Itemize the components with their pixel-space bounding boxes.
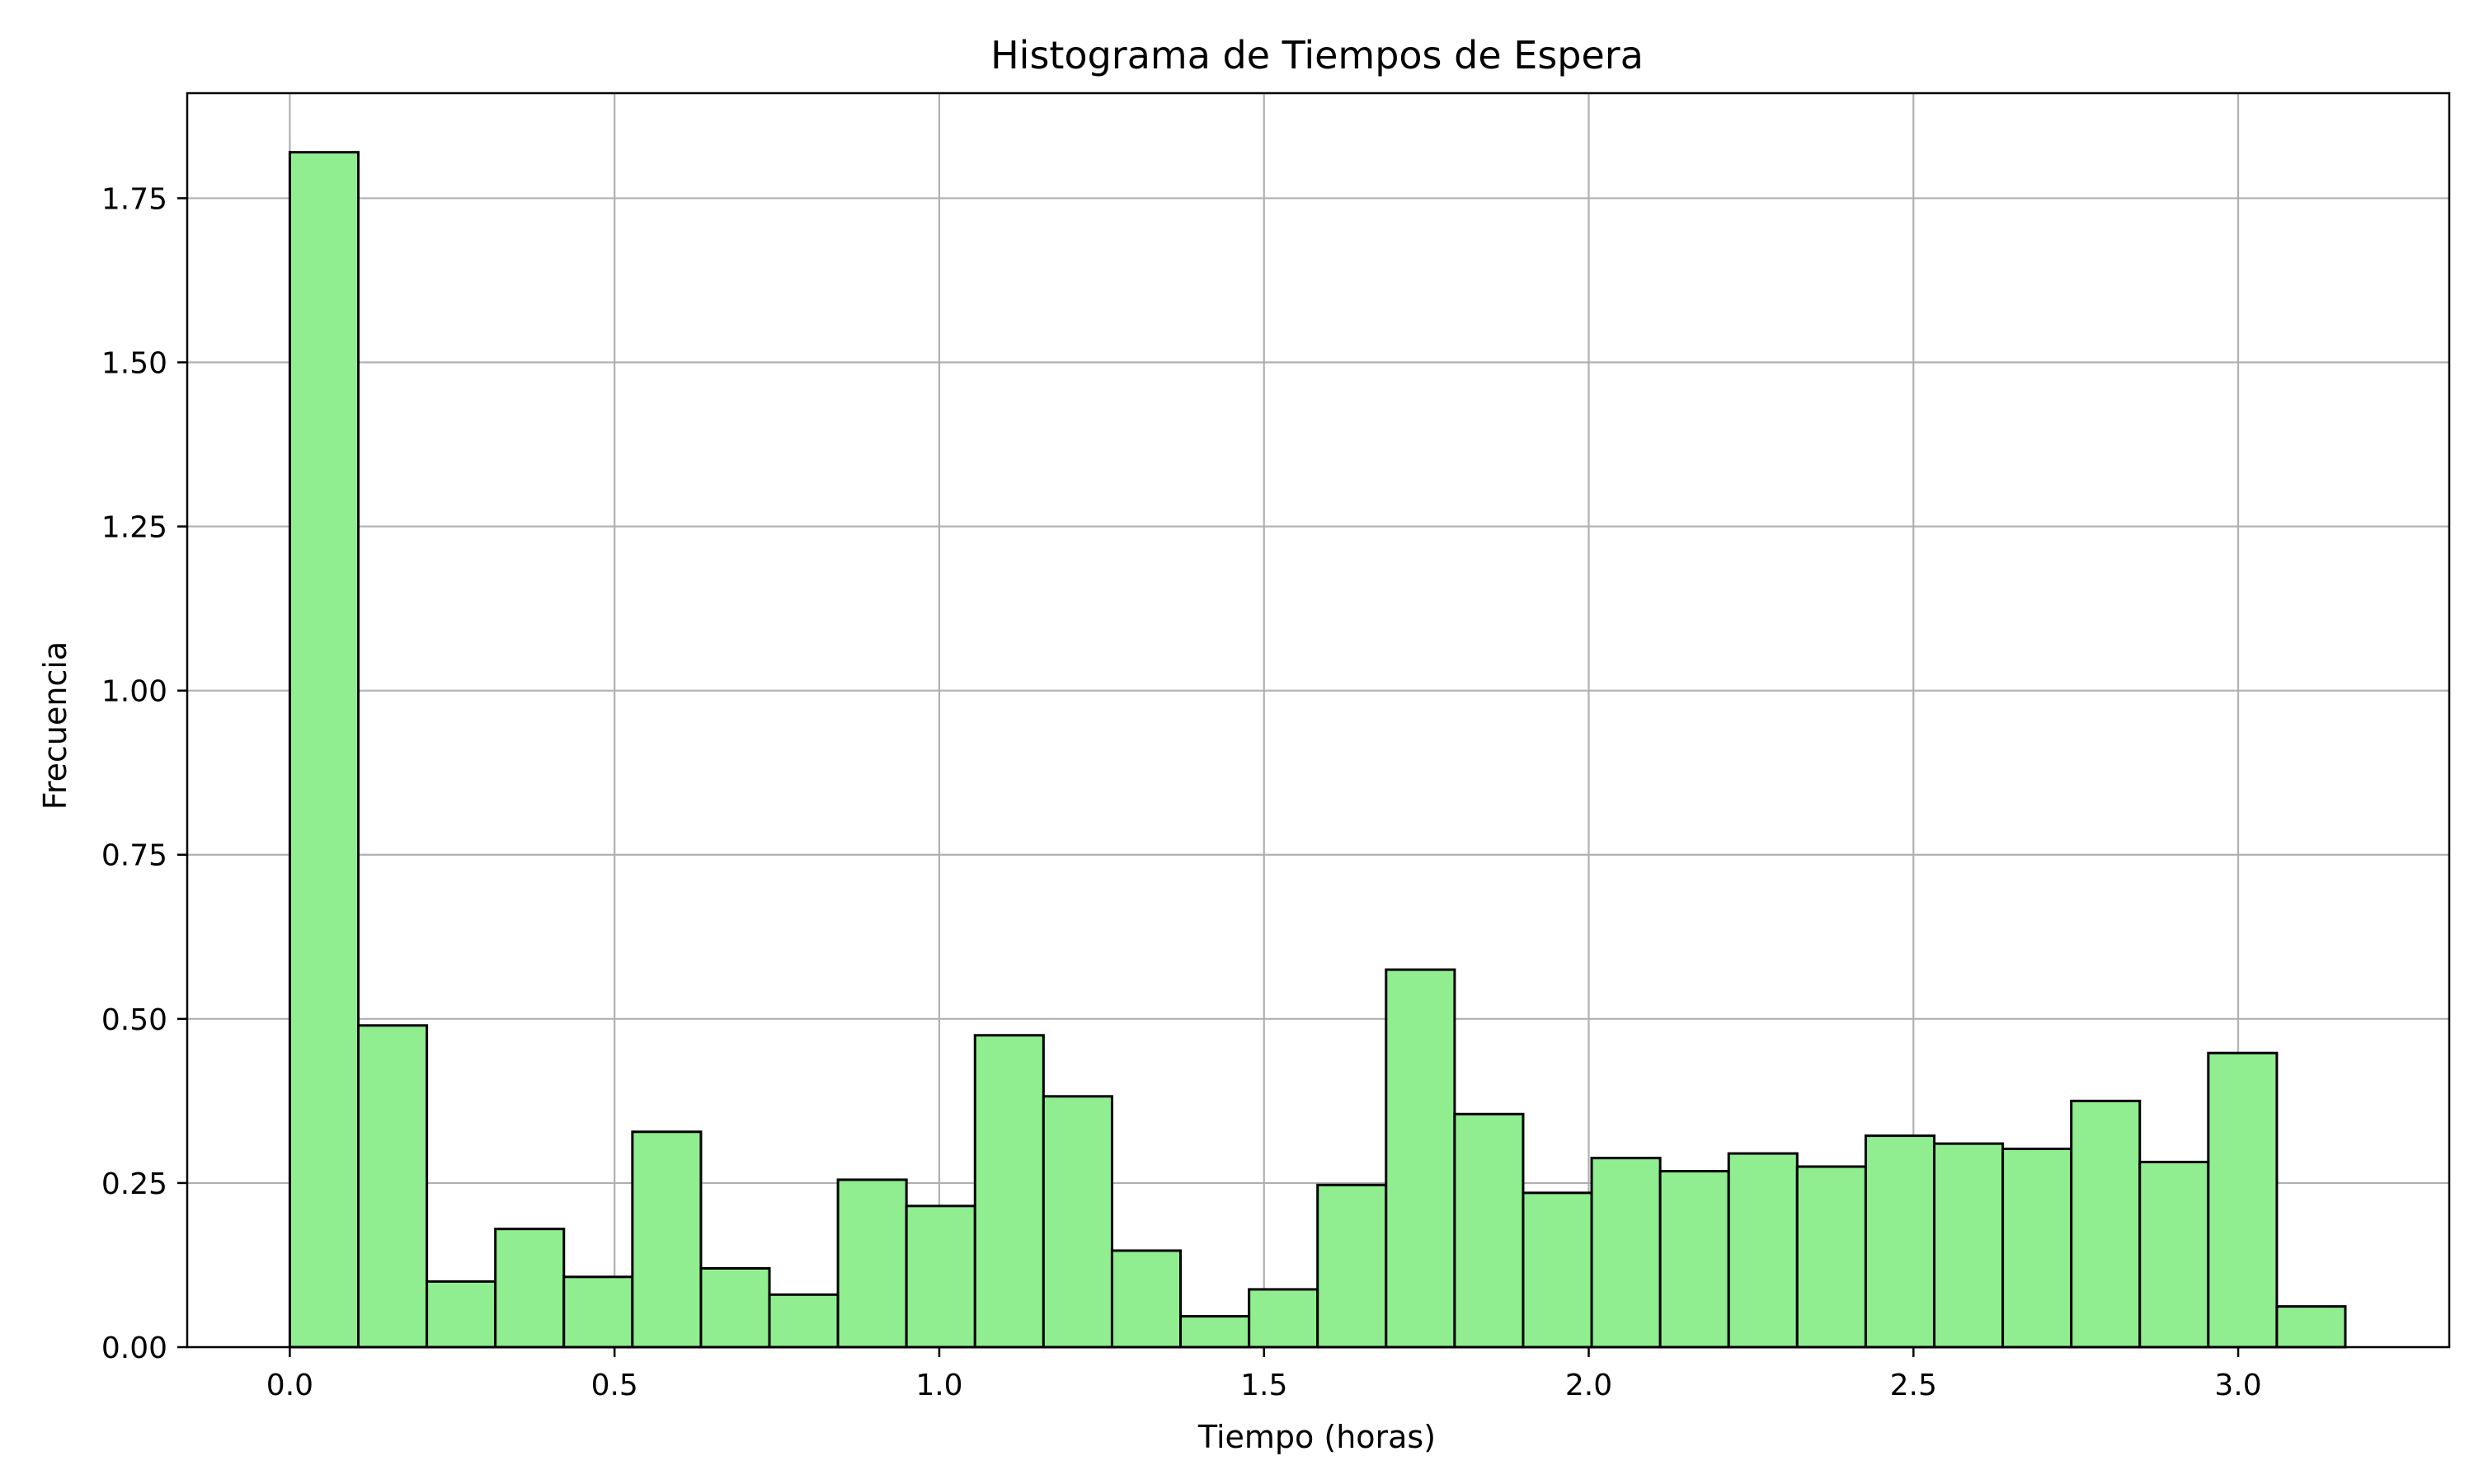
histogram-bar: [836, 1178, 908, 1349]
histogram-bar: [1453, 1112, 1525, 1349]
histogram-bar: [2275, 1305, 2347, 1349]
x-tick-label: 0.0: [266, 1369, 313, 1402]
y-tick-label: 1.00: [101, 675, 167, 709]
histogram-bar: [1932, 1142, 2005, 1349]
histogram-bar: [1385, 968, 1456, 1349]
histogram-bar: [2070, 1099, 2142, 1349]
histogram-bar: [1727, 1152, 1799, 1349]
y-axis-label: Frecuencia: [37, 641, 73, 810]
histogram-bar: [1864, 1134, 1935, 1349]
histogram-bar: [426, 1280, 497, 1349]
histogram-bar: [973, 1034, 1045, 1349]
y-tick-label: 0.75: [101, 839, 167, 873]
histogram-bar: [768, 1293, 840, 1349]
histogram-bar: [2138, 1160, 2210, 1349]
x-tick-label: 2.0: [1565, 1369, 1612, 1402]
y-tick-label: 0.25: [101, 1167, 167, 1201]
histogram-bar: [1522, 1191, 1593, 1349]
x-tick-label: 0.5: [591, 1369, 638, 1402]
histogram-bar: [699, 1266, 771, 1349]
histogram-bar: [1110, 1249, 1183, 1349]
histogram-bar: [1795, 1165, 1867, 1349]
histogram-bar: [1248, 1288, 1319, 1349]
histogram-bar: [1316, 1183, 1388, 1349]
histogram-bar: [562, 1275, 634, 1349]
histogram-bar: [1179, 1315, 1251, 1349]
histogram-bar: [905, 1205, 976, 1349]
y-tick-label: 0.00: [101, 1331, 167, 1365]
y-tick-label: 1.75: [101, 182, 167, 216]
histogram-bar: [288, 151, 360, 1349]
y-axis-ticks: 0.00 0.25 0.50 0.75 1.00 1.25 1.50 1.75: [101, 182, 187, 1365]
chart-title: Histograma de Tiempos de Espera: [990, 33, 1644, 77]
x-axis-label: Tiempo (horas): [1197, 1419, 1436, 1455]
y-tick-label: 1.25: [101, 511, 167, 545]
grid-lines: [187, 93, 2449, 1349]
x-tick-label: 3.0: [2214, 1369, 2261, 1402]
histogram-bar: [357, 1024, 429, 1349]
histogram-bar: [494, 1228, 566, 1349]
x-axis-ticks: 0.0 0.5 1.0 1.5 2.0 2.5 3.0: [266, 1347, 2262, 1402]
histogram-bar: [631, 1130, 703, 1349]
x-tick-label: 1.0: [915, 1369, 962, 1402]
histogram-bar: [2001, 1148, 2073, 1349]
histogram-bar: [1658, 1170, 1730, 1349]
plot-frame: [186, 92, 2451, 1349]
y-tick-label: 1.50: [101, 346, 167, 380]
histogram-bar: [1042, 1095, 1113, 1349]
x-tick-label: 1.5: [1240, 1369, 1287, 1402]
histogram-bar: [2207, 1051, 2279, 1349]
x-tick-label: 2.5: [1890, 1369, 1937, 1402]
bars-group: [288, 151, 2347, 1349]
y-tick-label: 0.50: [101, 1003, 167, 1037]
histogram-bar: [1590, 1157, 1662, 1349]
